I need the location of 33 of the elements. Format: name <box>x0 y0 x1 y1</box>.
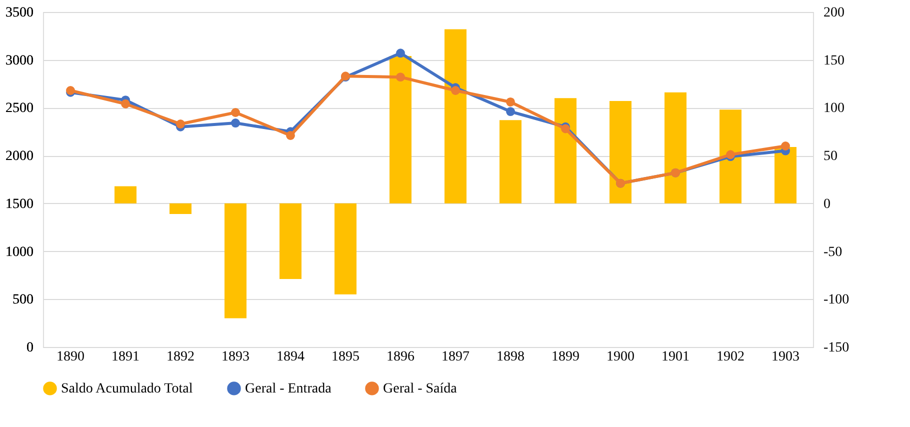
y2-tick-label: 150 <box>824 53 844 68</box>
y2-tick-label: -150 <box>824 340 850 356</box>
x-tick-label: 1894 <box>276 350 304 364</box>
y-tick-label: 1000 <box>6 244 34 260</box>
x-tick-label: 1903 <box>772 350 800 364</box>
x-tick-label: 1890 <box>56 350 84 364</box>
x-tick-label: 1898 <box>496 350 524 364</box>
y-tick-label: 2000 <box>6 149 34 164</box>
y2-tick-label: 100 <box>824 101 844 116</box>
y-tick-label: 3500 <box>6 6 34 20</box>
y-tick-label: 500 <box>12 292 34 308</box>
x-tick-label: 1896 <box>386 350 414 364</box>
x-tick-label: 1899 <box>552 350 580 364</box>
x-tick-label: 1891 <box>112 350 140 364</box>
y2-tick-label: 0 <box>824 196 830 212</box>
y-tick-label: 2500 <box>6 101 34 116</box>
legend-label: Geral - Saída <box>383 381 458 396</box>
y-tick-label: 3000 <box>6 53 34 68</box>
x-tick-label: 1892 <box>166 350 194 364</box>
x-tick-label: 1902 <box>716 350 744 364</box>
y2-tick-label: -100 <box>824 292 850 308</box>
y-tick-label: 0 <box>26 340 34 356</box>
y-tick-label: 1500 <box>6 196 34 212</box>
x-tick-label: 1901 <box>662 350 690 364</box>
x-tick-label: 1893 <box>222 350 250 364</box>
x-tick-label: 1897 <box>442 350 470 364</box>
legend-label: Geral - Entrada <box>245 381 332 396</box>
legend-label: Saldo Acumulado Total <box>61 381 193 396</box>
y2-tick-label: -50 <box>824 244 842 260</box>
x-tick-label: 1900 <box>606 350 634 364</box>
y2-tick-label: 50 <box>824 149 838 164</box>
x-tick-label: 1895 <box>332 350 360 364</box>
y2-tick-label: 200 <box>824 6 844 20</box>
